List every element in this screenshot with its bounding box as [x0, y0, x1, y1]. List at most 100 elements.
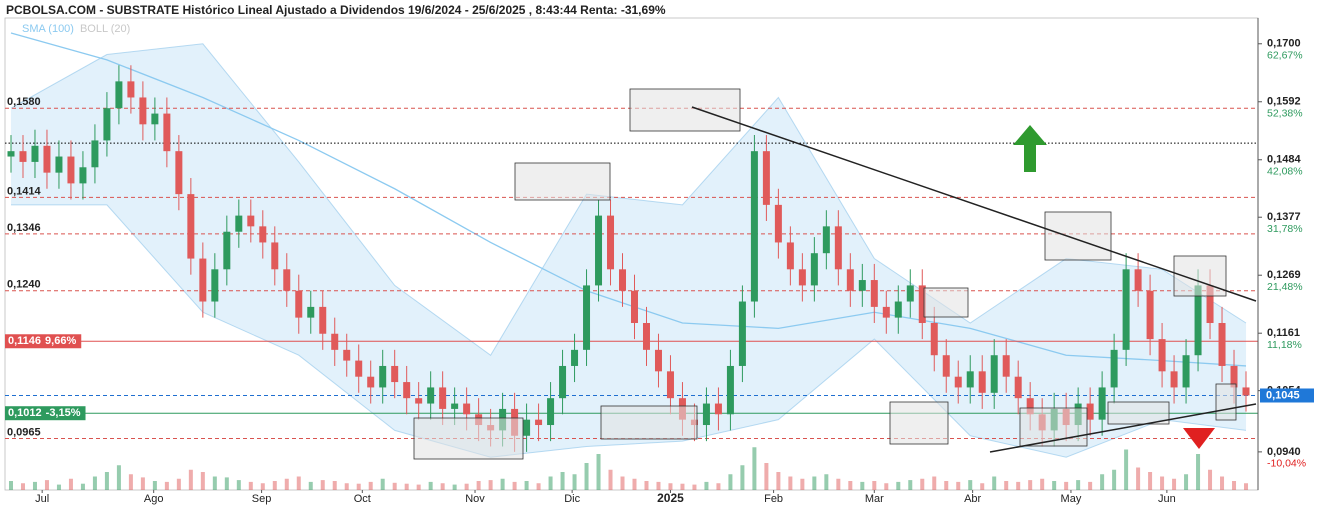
volume-bar	[644, 481, 649, 490]
volume-bar	[1244, 483, 1249, 490]
zone-box	[1107, 401, 1170, 425]
candle-body	[1026, 398, 1034, 415]
volume-bar	[20, 483, 25, 490]
volume-bar	[368, 481, 373, 490]
level-badge: 0,1146 9,66%	[5, 334, 82, 349]
volume-bar	[1220, 476, 1225, 490]
volume-bar	[80, 483, 85, 490]
candle-body	[1230, 365, 1238, 388]
candle-body	[331, 333, 339, 350]
candle-body	[666, 371, 674, 399]
x-tick-label: Jun	[1158, 493, 1176, 505]
volume-bar	[296, 476, 301, 490]
candle-body	[91, 140, 99, 168]
zone-box	[923, 287, 969, 318]
candle-body	[211, 269, 219, 302]
candle-body	[858, 280, 866, 291]
candle-body	[846, 269, 854, 291]
volume-bar	[260, 483, 265, 490]
volume-bar	[380, 478, 385, 490]
candle-body	[619, 269, 627, 291]
volume-bar	[944, 481, 949, 490]
volume-bar	[668, 483, 673, 490]
candle-body	[43, 145, 51, 173]
candle-body	[630, 290, 638, 324]
candle-body	[103, 108, 111, 141]
volume-bar	[332, 481, 337, 490]
volume-bar	[128, 474, 133, 490]
zone-box	[413, 417, 524, 460]
candle-body	[259, 226, 267, 243]
candle-body	[1134, 269, 1142, 291]
volume-bar	[248, 481, 253, 490]
annotation-layer	[413, 88, 1257, 460]
zone-box	[600, 405, 698, 440]
volume-bar	[224, 477, 229, 490]
candle-body	[427, 387, 435, 404]
volume-bar	[884, 483, 889, 490]
candle-body	[810, 253, 818, 286]
candle-body	[151, 113, 159, 125]
volume-bar	[284, 478, 289, 490]
volume-bar	[752, 447, 757, 490]
candle-body	[870, 280, 878, 307]
level-pct: 9,66%	[45, 335, 76, 347]
volume-bar	[1184, 474, 1189, 490]
volume-bar	[1052, 481, 1057, 490]
x-tick-label: Sep	[252, 493, 272, 505]
volume-bar	[968, 480, 973, 490]
volume-bar	[8, 481, 13, 490]
volume-bar	[272, 481, 277, 490]
candle-body	[1098, 387, 1106, 420]
volume-bar	[800, 478, 805, 490]
volume-bar	[440, 483, 445, 490]
x-tick-label: Mar	[865, 493, 884, 505]
volume-bar	[1148, 472, 1153, 490]
volume-bar	[932, 476, 937, 490]
volume-bar	[188, 469, 193, 490]
volume-bar	[1064, 481, 1069, 490]
level-label: 0,1580	[7, 96, 41, 108]
volume-bar	[980, 483, 985, 490]
volume-bar	[1208, 469, 1213, 490]
candle-body	[439, 387, 447, 409]
volume-bar	[560, 472, 565, 490]
candle-body	[990, 355, 998, 393]
candle-body	[391, 365, 399, 383]
y-tick-label: 0,1377	[1267, 211, 1301, 223]
volume-bar	[152, 481, 157, 490]
level-label: 0,1012	[8, 407, 42, 419]
zone-box	[514, 162, 611, 201]
legend-entry: SMA (100)	[22, 23, 74, 35]
candle-body	[930, 323, 938, 356]
level-badge-bg	[5, 406, 86, 421]
candle-body	[834, 226, 842, 270]
x-tick-label: Jul	[35, 493, 49, 505]
candle-body	[738, 301, 746, 366]
chart-title: PCBOLSA.COM - SUBSTRATE Histórico Lineal…	[6, 3, 666, 17]
volume-bar	[572, 474, 577, 490]
candle-body	[523, 419, 531, 436]
volume-bar	[176, 478, 181, 490]
volume-bar	[524, 481, 529, 490]
y-tick-label: 0,1484	[1267, 154, 1302, 166]
volume-bar	[68, 478, 73, 490]
volume-bar	[728, 474, 733, 490]
volume-bar	[992, 476, 997, 490]
last-price-bg	[1260, 388, 1314, 403]
bollinger-line	[10, 43, 1247, 356]
x-tick-label: Ago	[144, 493, 164, 505]
volume-bar	[212, 476, 217, 490]
last-price-label: 0,1045	[1266, 389, 1300, 401]
volume-bar	[404, 483, 409, 490]
volume-bar	[488, 480, 493, 490]
volume-bar	[632, 478, 637, 490]
y-tick-pct: 42,08%	[1267, 166, 1303, 178]
up-arrow	[1013, 125, 1047, 172]
candle-body	[115, 81, 123, 109]
volume-bar	[956, 481, 961, 490]
zone-box	[1044, 211, 1112, 261]
volume-bar	[608, 469, 613, 490]
candle-body	[319, 306, 327, 334]
candle-body	[223, 231, 231, 270]
